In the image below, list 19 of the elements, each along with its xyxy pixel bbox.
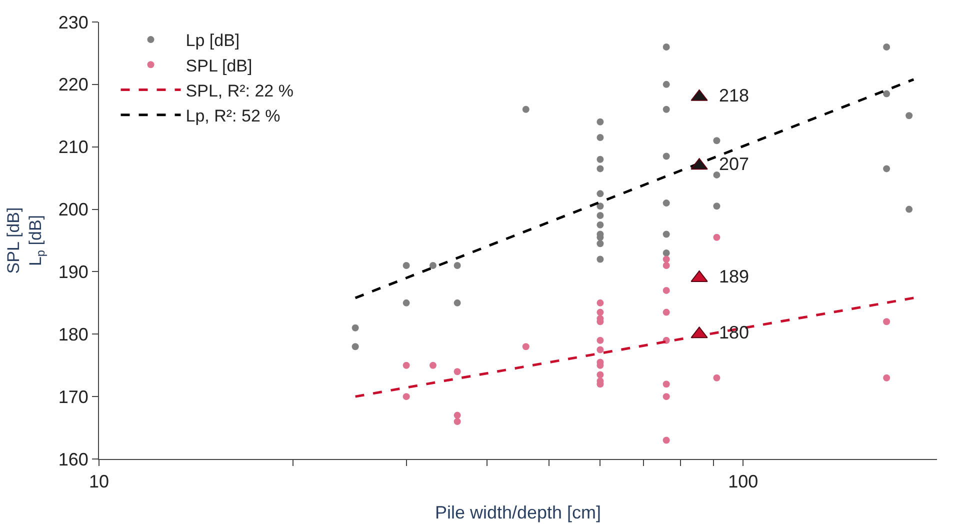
data-label: 189 xyxy=(709,266,750,286)
legend-label: SPL, R²: 22 % xyxy=(186,81,294,100)
legend-label: Lp [dB] xyxy=(186,31,240,50)
y-tick-label: 200 xyxy=(58,200,88,220)
legend-label: Lp, R²: 52 % xyxy=(186,106,280,126)
y-tick-label: 230 xyxy=(58,12,88,32)
data-label: 180 xyxy=(709,322,750,343)
y-tick-label: 220 xyxy=(58,74,88,95)
y-tick-label: 170 xyxy=(58,386,88,407)
data-label: 207 xyxy=(709,154,750,174)
data-label: 218 xyxy=(709,85,750,106)
y-tick-label: 210 xyxy=(58,137,88,158)
y-tick-label: 160 xyxy=(58,449,88,470)
y-tick-label: 180 xyxy=(58,324,88,344)
legend-label: SPL [dB] xyxy=(186,56,252,76)
x-axis-title: Pile width/depth [cm] xyxy=(434,502,602,523)
x-tick-label: 10 xyxy=(88,472,110,492)
y-tick-label: 190 xyxy=(58,262,88,282)
x-tick-label: 100 xyxy=(728,472,758,492)
